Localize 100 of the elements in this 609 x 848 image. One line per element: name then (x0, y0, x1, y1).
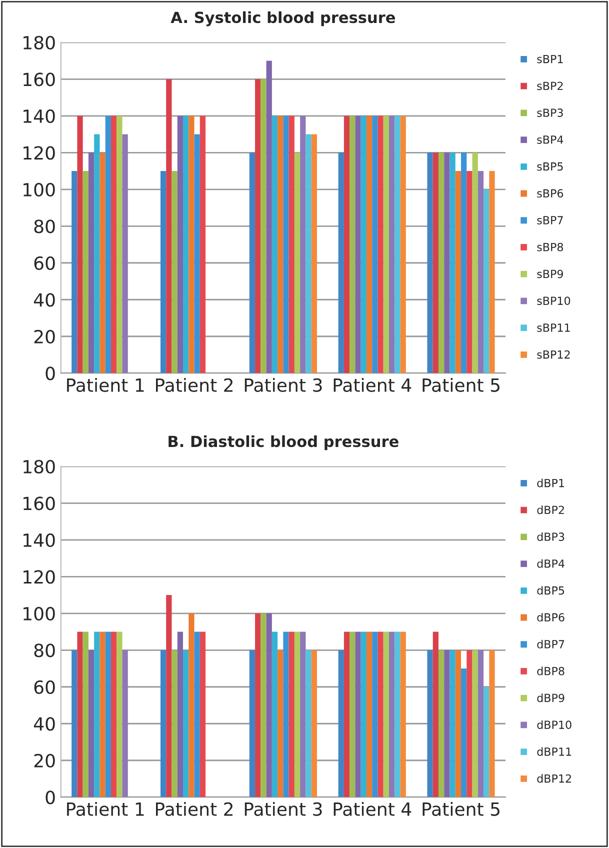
bar (272, 116, 278, 374)
bar (194, 134, 200, 374)
bar (200, 632, 206, 798)
y-tick-label: 140 (24, 109, 55, 124)
bar (450, 152, 456, 374)
bar (455, 650, 462, 798)
y-tick-label: 80 (34, 644, 55, 658)
bar (77, 116, 83, 374)
y-tick-label: 20 (34, 330, 55, 344)
chart-title: B. Diastolic blood pressure (168, 435, 398, 450)
legend-label: sBP7 (537, 216, 563, 224)
bar (472, 650, 478, 798)
bar (166, 79, 172, 374)
bar (484, 189, 490, 374)
bar (260, 79, 266, 374)
bar (288, 116, 294, 374)
y-tick-label: 100 (24, 606, 55, 621)
bar (466, 171, 472, 374)
legend-label: sBP12 (537, 350, 570, 359)
bar (266, 613, 272, 798)
bar (88, 650, 94, 798)
y-tick-label: 80 (34, 220, 55, 234)
bar (300, 632, 306, 798)
bar (116, 116, 122, 374)
bar (283, 632, 289, 798)
x-tick-label: Patient 1 (67, 802, 144, 816)
bar (378, 116, 384, 374)
bar (400, 632, 406, 798)
y-tick-label: 120 (24, 570, 55, 584)
bar (255, 613, 261, 798)
y-tick-label: 20 (34, 754, 55, 768)
bar (478, 171, 484, 374)
legend-label: dBP9 (537, 694, 564, 702)
bar (366, 632, 372, 798)
bar (360, 116, 366, 374)
y-tick-label: 180 (24, 460, 55, 474)
legend-label: sBP10 (537, 296, 570, 306)
bar (472, 152, 478, 374)
y-tick-label: 40 (34, 293, 55, 307)
y-tick-label: 0 (46, 790, 55, 804)
bar (283, 116, 289, 374)
legend-label: dBP11 (537, 747, 572, 756)
y-tick-label: 140 (24, 533, 55, 548)
bar (388, 632, 395, 798)
bar (478, 650, 484, 798)
bar (177, 116, 184, 374)
bar (294, 152, 300, 374)
legend-label: sBP11 (537, 324, 570, 332)
bar (444, 650, 450, 798)
bar (360, 632, 366, 798)
bar (450, 650, 456, 798)
bar (94, 632, 100, 798)
x-tick-label: Patient 2 (156, 378, 233, 392)
bar (350, 632, 356, 798)
legend-label: dBP5 (537, 586, 564, 595)
bar (344, 116, 350, 374)
bar (366, 116, 372, 374)
x-tick-label: Patient 3 (244, 802, 322, 816)
bar (172, 650, 178, 798)
bar (350, 116, 356, 374)
chart-title: A. Systolic blood pressure (170, 11, 396, 26)
bar (372, 116, 378, 374)
bar (122, 650, 128, 798)
bar (249, 650, 256, 798)
bar (338, 152, 344, 374)
y-tick-label: 160 (24, 72, 55, 86)
bar (260, 613, 266, 798)
bar (110, 116, 117, 374)
bar (427, 152, 433, 374)
bar (461, 668, 467, 798)
bar (484, 686, 490, 798)
bar (105, 116, 111, 374)
bar (77, 632, 83, 798)
y-tick-label: 180 (24, 36, 55, 50)
bar (122, 134, 128, 374)
legend-label: dBP3 (537, 532, 564, 541)
legend-label: dBP7 (537, 640, 564, 648)
bar (266, 60, 272, 374)
x-tick-label: Patient 5 (422, 378, 500, 392)
x-tick-label: Patient 2 (156, 802, 233, 816)
y-tick-label: 120 (24, 146, 55, 160)
bar (278, 650, 284, 798)
bar (427, 650, 433, 798)
bar (166, 595, 172, 798)
bar (160, 171, 166, 374)
bar (278, 116, 284, 374)
bar (400, 116, 406, 374)
bar (444, 152, 450, 374)
legend-label: dBP8 (537, 666, 564, 676)
bar (338, 650, 344, 798)
legend-label: sBP8 (537, 242, 564, 252)
bar (455, 171, 462, 374)
bar (72, 171, 78, 374)
bar (311, 134, 317, 374)
bar (355, 632, 361, 798)
bar (344, 632, 350, 798)
bar (378, 632, 384, 798)
bar (255, 79, 261, 374)
bar (432, 152, 438, 374)
bar (194, 632, 200, 798)
